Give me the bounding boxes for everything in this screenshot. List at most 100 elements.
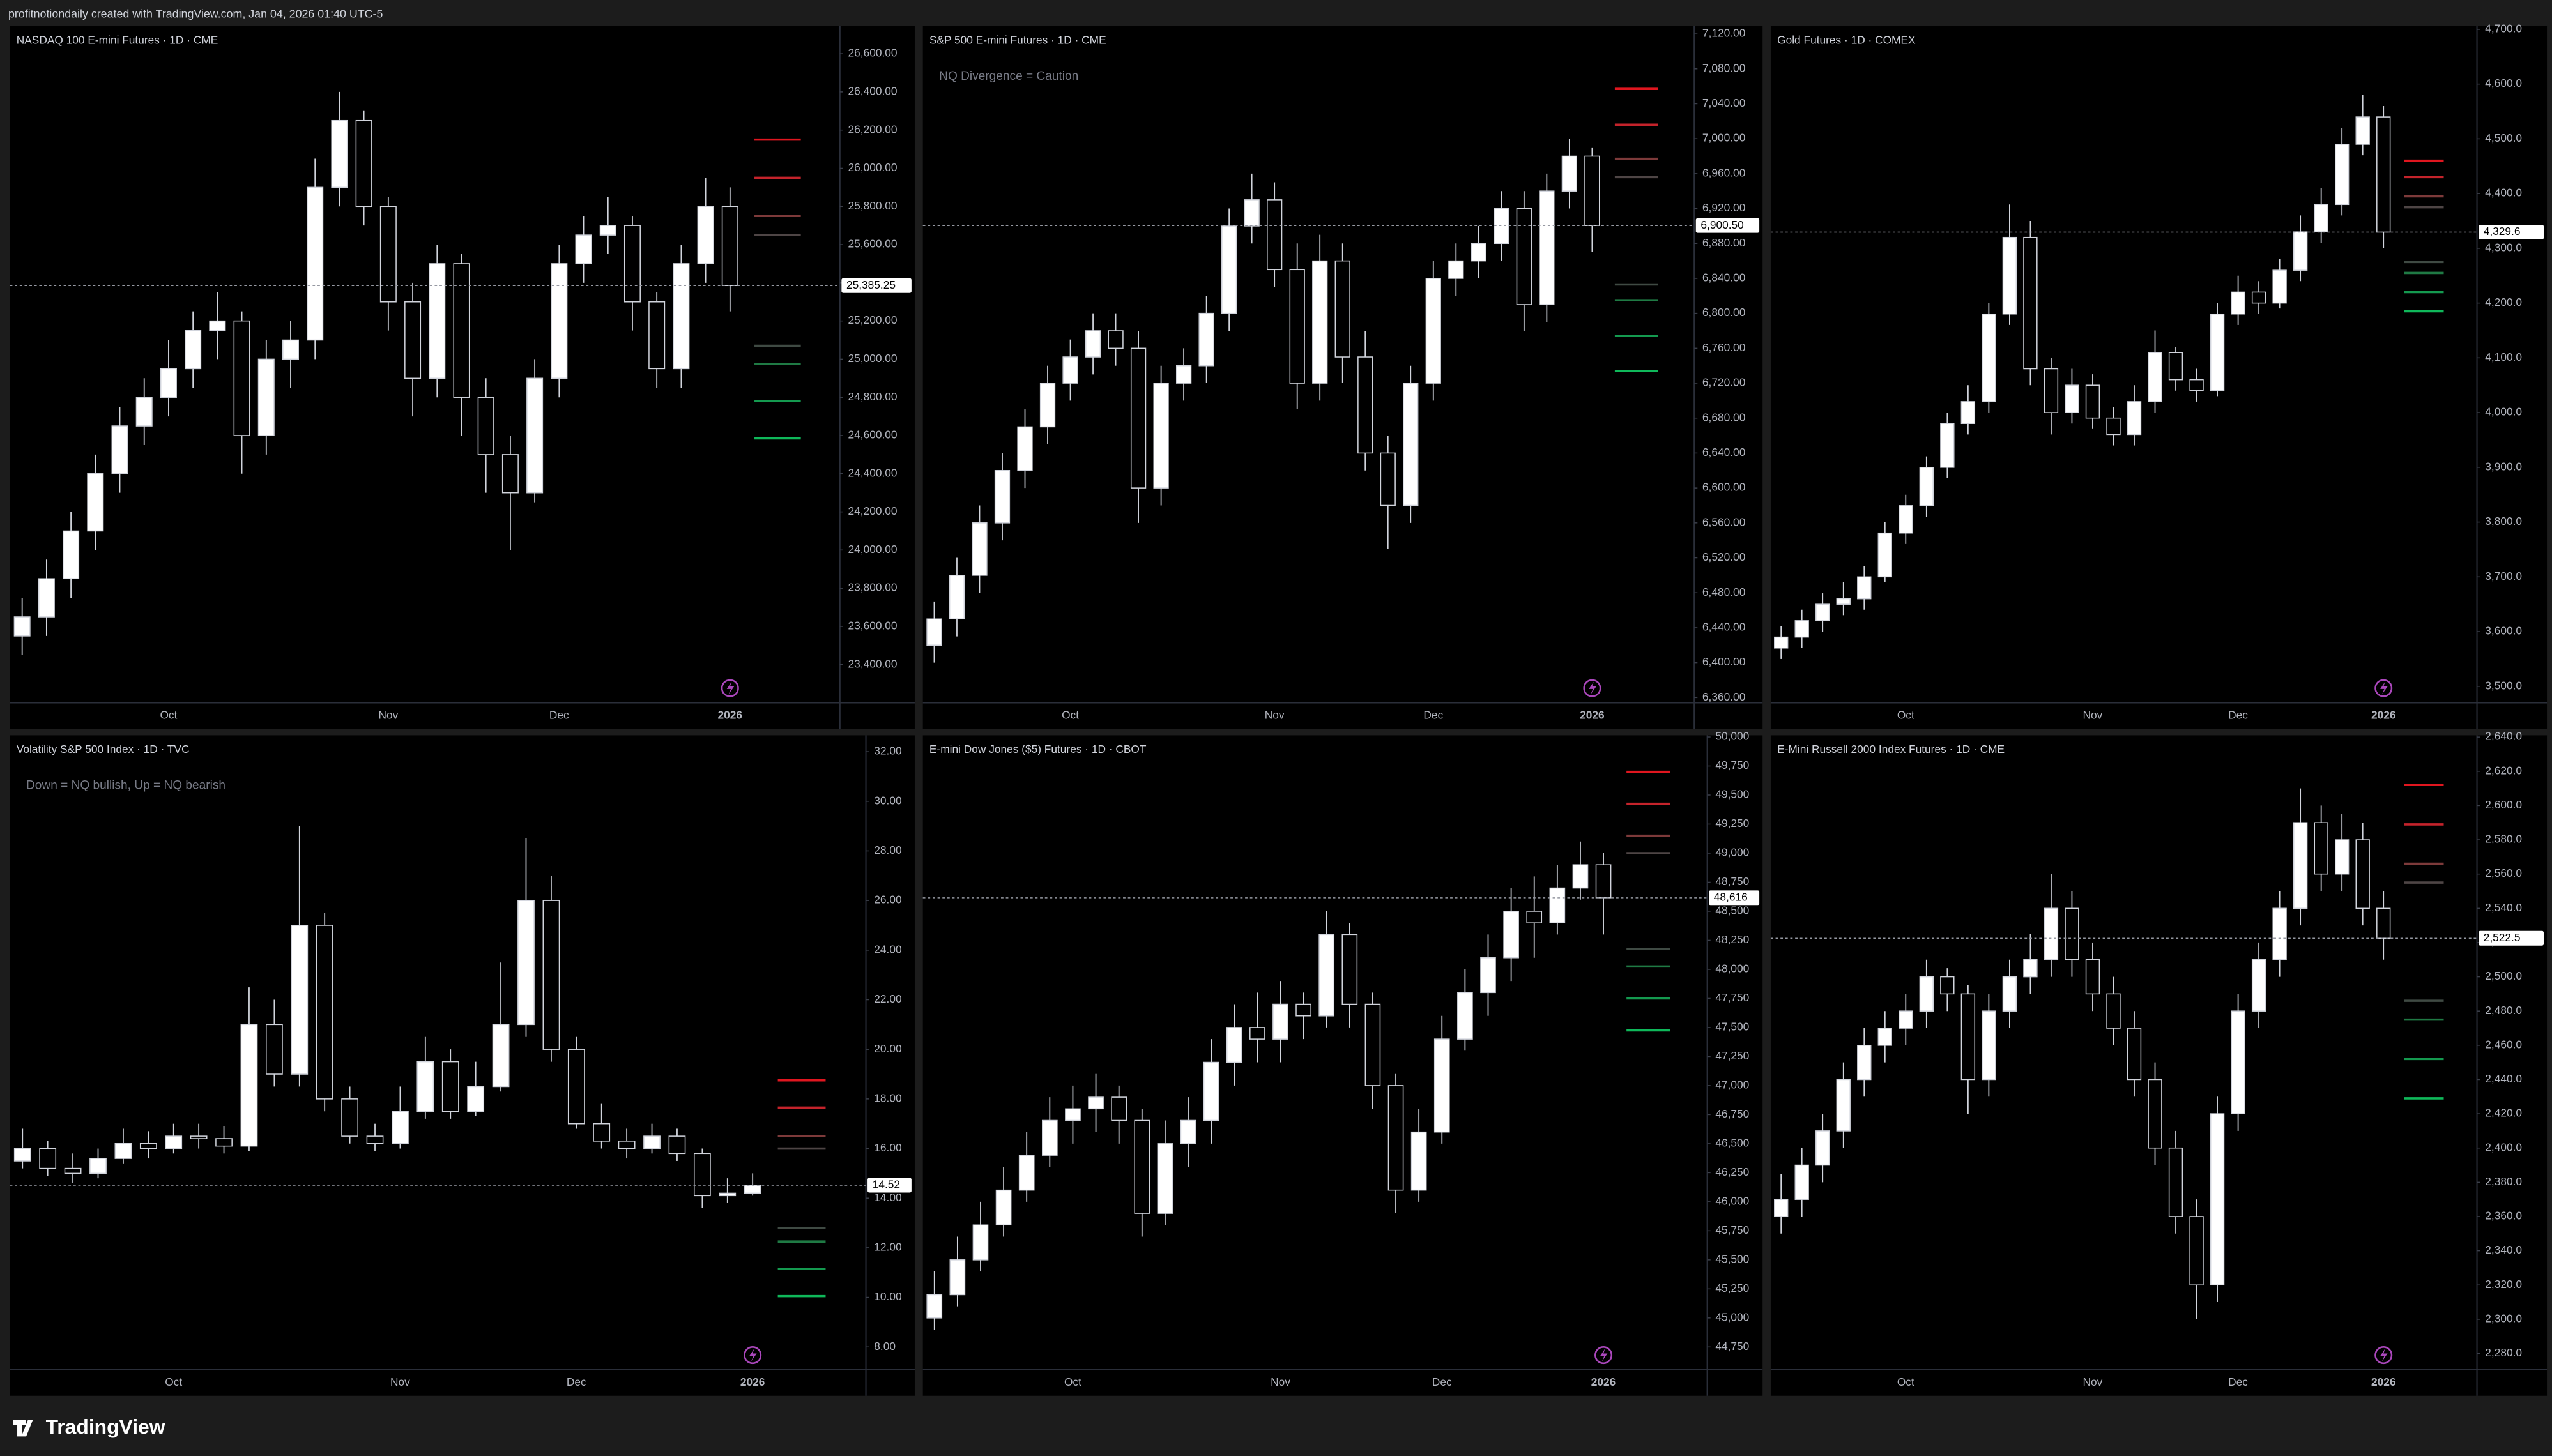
y-tick-label: 4,100.0 <box>2485 351 2522 363</box>
candle-body <box>2127 1028 2142 1081</box>
chart-title: Volatility S&P 500 Index · 1D · TVC <box>17 743 190 755</box>
candle-body <box>355 119 372 208</box>
candle-body <box>551 263 568 379</box>
chart-panel: Volatility S&P 500 Index · 1D · TVC Down … <box>10 735 915 1396</box>
candle-body <box>926 1294 943 1319</box>
candle-body <box>1018 1155 1035 1191</box>
candle-body <box>2231 291 2245 315</box>
candle-body <box>972 522 988 576</box>
candle-body <box>1836 1079 1851 1132</box>
y-tick-label: 30.00 <box>874 794 901 807</box>
y-tick-label: 26,000.00 <box>848 161 898 174</box>
last-price-box <box>1695 218 1760 233</box>
candle-body <box>114 1143 132 1159</box>
candle-body <box>1457 992 1473 1040</box>
y-tick-label: 47,250 <box>1715 1049 1749 1062</box>
footer-text: TradingView <box>46 1415 165 1438</box>
candle-body <box>2376 907 2391 939</box>
y-tick-label: 48,000 <box>1715 962 1749 975</box>
candle-body <box>593 1123 611 1142</box>
candle-body <box>2044 368 2059 413</box>
y-tick-label: 46,000 <box>1715 1194 1749 1207</box>
y-tick-label: 28.00 <box>874 844 901 856</box>
candle-body <box>1267 199 1283 271</box>
candle-body <box>441 1061 459 1112</box>
x-tick-label: Oct <box>165 1376 182 1388</box>
y-tick-label: 6,880.00 <box>1702 236 1745 249</box>
candle-body <box>2148 352 2162 402</box>
x-tick-label: 2026 <box>2371 1376 2396 1388</box>
y-tick-label: 25,000.00 <box>848 352 898 365</box>
last-price-label: 4,329.6 <box>2484 225 2521 238</box>
candle-body <box>623 225 641 303</box>
candle-body <box>1526 911 1543 923</box>
y-tick-label: 24,800.00 <box>848 390 898 403</box>
candle-body <box>2210 313 2225 391</box>
candle-body <box>1877 532 1892 578</box>
y-tick-label: 25,800.00 <box>848 199 898 212</box>
candle-body <box>379 206 397 303</box>
y-tick-label: 6,840.00 <box>1702 271 1745 284</box>
candle-body <box>1180 1119 1196 1144</box>
last-price-box <box>867 1178 912 1193</box>
y-tick-label: 4,400.0 <box>2485 186 2522 199</box>
candle-body <box>1448 260 1464 279</box>
candle-body <box>64 1167 82 1174</box>
chart-title: S&P 500 E-mini Futures · 1D · CME <box>929 33 1106 46</box>
candle-body <box>2210 1113 2225 1286</box>
y-tick-label: 2,540.0 <box>2485 901 2522 914</box>
y-tick-label: 6,800.00 <box>1702 306 1745 319</box>
y-tick-label: 7,080.00 <box>1702 61 1745 74</box>
y-tick-label: 49,000 <box>1715 846 1749 859</box>
candle-body <box>1815 1130 1830 1166</box>
y-tick-label: 2,600.0 <box>2485 798 2522 811</box>
candle-body <box>693 1153 711 1197</box>
chart-panel: E-mini Dow Jones ($5) Futures · 1D · CBO… <box>922 730 1763 1396</box>
candle-body <box>995 1189 1012 1226</box>
candle-body <box>2148 1079 2162 1149</box>
candle-body <box>331 119 348 188</box>
candle-body <box>1295 1003 1311 1017</box>
candle-body <box>2106 417 2121 436</box>
event-icon <box>1594 1346 1613 1365</box>
annotation: Down = NQ bullish, Up = NQ bearish <box>26 778 225 792</box>
y-tick-label: 3,500.0 <box>2485 679 2522 692</box>
candle-body <box>63 530 80 579</box>
candle-body <box>2293 822 2308 909</box>
candle-body <box>1312 260 1328 384</box>
x-tick-label: Oct <box>1062 708 1079 721</box>
candle-body <box>492 1024 510 1088</box>
candle-body <box>1065 1108 1081 1121</box>
candle-body <box>2189 1216 2204 1286</box>
x-tick-label: Dec <box>549 708 569 721</box>
candle-body <box>1198 312 1214 367</box>
candle-body <box>673 263 690 370</box>
y-tick-label: 49,750 <box>1715 759 1749 771</box>
candle-body <box>926 618 942 646</box>
x-tick-label: Oct <box>160 708 177 721</box>
y-tick-label: 23,400.00 <box>848 657 898 670</box>
candle-body <box>1153 383 1169 489</box>
candle-body <box>282 339 299 360</box>
candle-body <box>1940 423 1955 468</box>
candle-body <box>1130 347 1147 489</box>
candle-body <box>38 578 55 618</box>
candle-body <box>1960 401 1976 425</box>
candle-body <box>2355 116 2370 145</box>
y-tick-label: 3,600.0 <box>2485 625 2522 637</box>
candle-body <box>1244 199 1260 227</box>
candle-body <box>1111 1096 1127 1121</box>
y-tick-label: 4,300.0 <box>2485 241 2522 254</box>
candle-body <box>1539 190 1555 305</box>
x-tick-label: Nov <box>1265 708 1285 721</box>
y-tick-label: 2,640.0 <box>2485 730 2522 743</box>
candle-body <box>233 320 250 436</box>
event-icon-bolt <box>1589 681 1596 695</box>
y-tick-label: 32.00 <box>874 745 901 757</box>
candle-body <box>209 320 226 331</box>
candle-body <box>1561 155 1578 192</box>
y-tick-label: 48,250 <box>1715 933 1749 946</box>
x-tick-label: Dec <box>1423 708 1443 721</box>
y-tick-label: 7,120.00 <box>1702 27 1745 40</box>
candle-body <box>618 1141 636 1149</box>
